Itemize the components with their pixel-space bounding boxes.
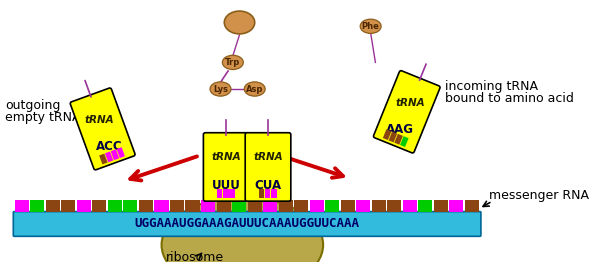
Ellipse shape: [222, 55, 243, 69]
Text: Phe: Phe: [362, 22, 379, 31]
Text: tRNA: tRNA: [211, 153, 241, 163]
Text: incoming tRNA: incoming tRNA: [445, 80, 538, 93]
Bar: [117, 147, 125, 158]
Text: outgoing: outgoing: [5, 99, 60, 112]
Text: tRNA: tRNA: [253, 153, 283, 163]
FancyBboxPatch shape: [70, 88, 135, 170]
Text: UUU: UUU: [212, 180, 240, 193]
Bar: [294, 200, 308, 212]
Text: tRNA: tRNA: [396, 98, 425, 108]
Bar: [341, 200, 355, 212]
Bar: [185, 200, 199, 212]
Bar: [394, 134, 403, 145]
Bar: [248, 200, 262, 212]
Bar: [92, 200, 106, 212]
Bar: [46, 200, 60, 212]
Bar: [259, 189, 264, 198]
Text: Lys: Lys: [213, 85, 228, 93]
Bar: [30, 200, 44, 212]
FancyBboxPatch shape: [373, 71, 440, 153]
Text: empty tRNA: empty tRNA: [5, 111, 80, 124]
Text: tRNA: tRNA: [85, 115, 114, 125]
Bar: [372, 200, 386, 212]
Bar: [387, 200, 402, 212]
Bar: [310, 200, 324, 212]
Bar: [217, 189, 222, 198]
Text: CUA: CUA: [254, 180, 281, 193]
Bar: [99, 154, 108, 164]
Ellipse shape: [360, 19, 381, 33]
Bar: [223, 189, 228, 198]
Bar: [388, 131, 397, 142]
Bar: [325, 200, 339, 212]
Bar: [123, 200, 138, 212]
Text: bound to amino acid: bound to amino acid: [445, 92, 574, 105]
Text: ribosome: ribosome: [166, 251, 225, 264]
FancyBboxPatch shape: [13, 212, 481, 236]
Bar: [465, 200, 479, 212]
Bar: [400, 136, 409, 147]
Bar: [105, 151, 114, 162]
Text: UGGAAAUGGAAAGAUUUCAAAUGGUUCAAA: UGGAAAUGGAAAGAUUUCAAAUGGUUCAAA: [135, 217, 359, 231]
Bar: [419, 200, 432, 212]
Text: AAG: AAG: [385, 123, 414, 136]
Text: ACC: ACC: [96, 140, 123, 153]
Bar: [170, 200, 184, 212]
Text: Trp: Trp: [225, 58, 240, 67]
Bar: [263, 200, 277, 212]
Bar: [230, 189, 235, 198]
Bar: [449, 200, 463, 212]
Bar: [14, 200, 29, 212]
Bar: [61, 200, 76, 212]
Bar: [403, 200, 417, 212]
Bar: [383, 129, 391, 140]
Bar: [77, 200, 91, 212]
Bar: [139, 200, 153, 212]
Bar: [356, 200, 370, 212]
Bar: [265, 189, 271, 198]
Bar: [271, 189, 277, 198]
Ellipse shape: [210, 82, 231, 96]
Bar: [434, 200, 448, 212]
FancyBboxPatch shape: [204, 133, 249, 201]
Ellipse shape: [161, 197, 323, 270]
Bar: [155, 200, 169, 212]
Text: Asp: Asp: [246, 85, 263, 93]
Bar: [111, 149, 119, 160]
Ellipse shape: [244, 82, 265, 96]
FancyBboxPatch shape: [245, 133, 291, 201]
Bar: [201, 200, 215, 212]
Text: messenger RNA: messenger RNA: [489, 189, 590, 202]
Bar: [278, 200, 293, 212]
Bar: [108, 200, 122, 212]
Ellipse shape: [224, 11, 255, 34]
Bar: [216, 200, 231, 212]
Bar: [232, 200, 246, 212]
